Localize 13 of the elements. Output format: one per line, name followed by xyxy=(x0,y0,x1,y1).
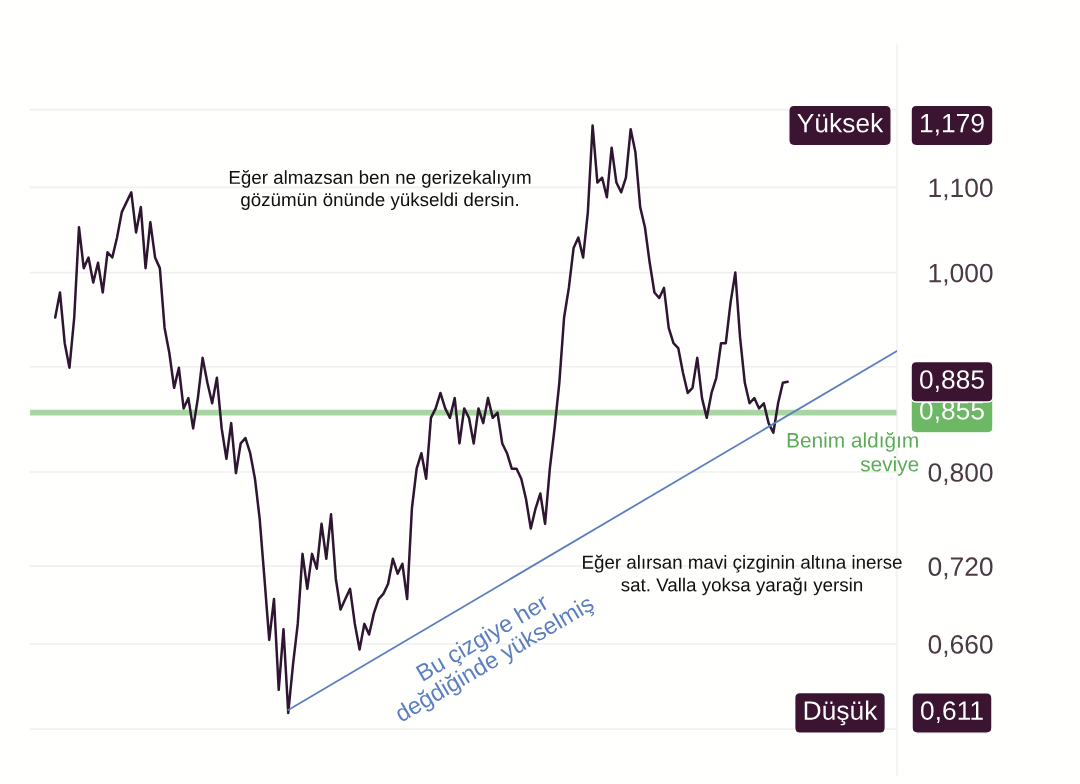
ref-line-label: Benim aldığım seviye xyxy=(787,432,919,476)
annotation: Eğer alırsan mavi çizginin altına inerse sat. Valla yoksa yarağı yersin xyxy=(583,554,902,596)
text: 0,885 xyxy=(920,370,984,392)
annotation: Yüksek xyxy=(797,113,884,133)
y-tick-label: 1,100 xyxy=(929,178,993,201)
y-tick-label: 0,800 xyxy=(928,463,993,485)
text: 0,611 xyxy=(920,701,983,724)
text: 1,179 xyxy=(921,113,984,136)
y-tick-label: 0,720 xyxy=(928,557,993,580)
annotation: Eğer almazsan ben ne gerizekalıyım gözümün önünde yükseldi dersin. xyxy=(229,170,531,210)
y-tick-label: 1,000 xyxy=(929,263,993,286)
annotation: Düşük xyxy=(804,700,878,726)
y-tick-label: 0,660 xyxy=(928,635,993,657)
